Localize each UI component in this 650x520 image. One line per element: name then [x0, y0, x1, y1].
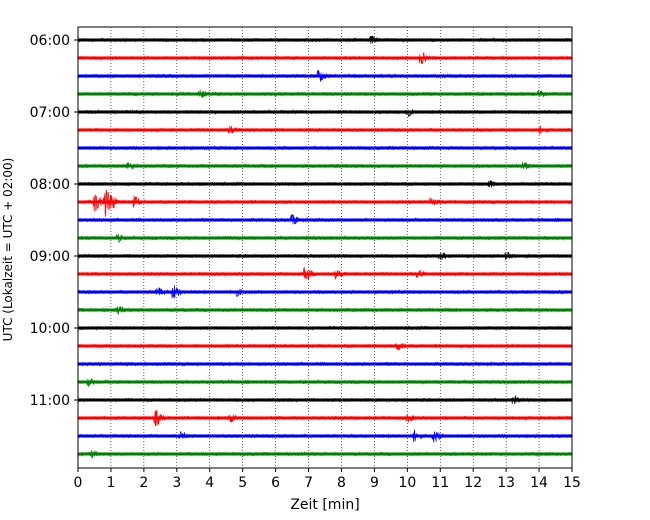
trace-0945	[77, 306, 572, 316]
y-axis-label: UTC (Lokalzeit = UTC + 02:00)	[1, 158, 15, 342]
trace-signal	[77, 394, 572, 405]
trace-1145	[77, 450, 572, 459]
y-tick-label: 08:00	[30, 177, 70, 193]
trace-signal	[77, 306, 572, 316]
trace-1030	[77, 361, 572, 367]
trace-signal	[77, 35, 572, 44]
trace-0900	[77, 251, 572, 261]
trace-signal	[77, 429, 572, 443]
trace-0830	[77, 214, 572, 225]
x-tick-label: 3	[172, 475, 181, 491]
x-tick-label: 1	[106, 475, 115, 491]
y-tick-label: 09:00	[30, 249, 70, 265]
plot-frame	[77, 26, 573, 469]
trace-1045	[77, 378, 572, 387]
trace-signal	[77, 343, 572, 351]
trace-signal	[77, 161, 572, 170]
seismogram-traces	[77, 35, 572, 459]
y-tick-label: 07:00	[30, 105, 70, 121]
trace-signal	[77, 108, 572, 117]
trace-signal	[77, 70, 572, 82]
trace-signal	[77, 145, 572, 151]
trace-0845	[77, 233, 572, 244]
x-tick-label: 2	[139, 475, 148, 491]
x-tick-label: 6	[271, 475, 280, 491]
x-tick-label: 10	[398, 475, 416, 491]
trace-0645	[77, 89, 572, 98]
trace-0800	[77, 179, 572, 188]
trace-signal	[77, 125, 572, 135]
y-axis-ticks: 06:00 07:00 08:00 09:00 10:00 11:00	[30, 33, 78, 409]
x-tick-label: 9	[370, 475, 379, 491]
trace-signal	[77, 214, 572, 225]
x-tick-label: 12	[464, 475, 482, 491]
trace-signal	[77, 52, 572, 64]
trace-signal	[77, 179, 572, 188]
trace-0745	[77, 161, 572, 170]
trace-0615	[77, 52, 572, 64]
trace-1130	[77, 429, 572, 443]
x-axis-label: Zeit [min]	[290, 497, 359, 513]
trace-signal	[77, 450, 572, 459]
trace-signal	[77, 378, 572, 387]
y-tick-label: 06:00	[30, 33, 70, 49]
y-tick-label: 11:00	[30, 393, 70, 409]
trace-signal	[77, 361, 572, 367]
trace-signal	[77, 325, 572, 331]
x-tick-label: 7	[304, 475, 313, 491]
trace-0715	[77, 125, 572, 135]
trace-0915	[77, 267, 572, 281]
trace-1115	[77, 409, 572, 427]
x-tick-label: 5	[238, 475, 247, 491]
trace-0630	[77, 70, 572, 82]
x-tick-label: 13	[497, 475, 515, 491]
trace-0815	[77, 189, 572, 217]
y-tick-label: 10:00	[30, 321, 70, 337]
trace-0600	[77, 35, 572, 44]
trace-1100	[77, 394, 572, 405]
trace-signal	[77, 409, 572, 427]
x-tick-label: 0	[74, 475, 83, 491]
x-tick-label: 15	[563, 475, 581, 491]
x-tick-label: 14	[530, 475, 548, 491]
trace-signal	[77, 189, 572, 217]
trace-signal	[77, 285, 572, 299]
trace-signal	[77, 89, 572, 98]
trace-1000	[77, 325, 572, 331]
x-axis-ticks: 0 1 2 3 4 5 6 7 8 9 10 11 12 13 14 15	[74, 468, 581, 491]
x-tick-label: 4	[205, 475, 214, 491]
trace-0730	[77, 145, 572, 151]
trace-0700	[77, 108, 572, 117]
trace-signal	[77, 233, 572, 244]
x-tick-label: 8	[337, 475, 346, 491]
trace-0930	[77, 285, 572, 299]
trace-signal	[77, 267, 572, 281]
trace-1015	[77, 343, 572, 351]
trace-signal	[77, 251, 572, 261]
x-tick-label: 11	[431, 475, 449, 491]
